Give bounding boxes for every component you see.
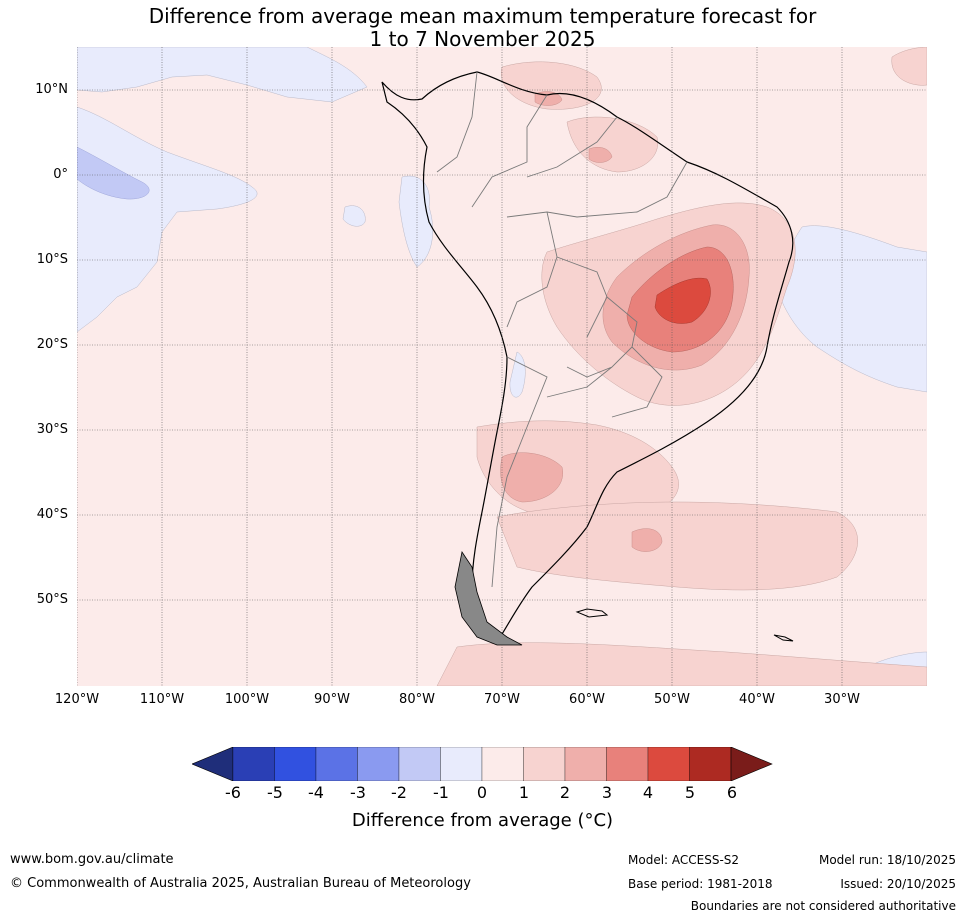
colorbar-tick-m6: -6 xyxy=(225,783,241,802)
warm-region-caribbean xyxy=(500,61,602,110)
colorbar-segment xyxy=(232,747,275,781)
colorbar-tick-m1: -1 xyxy=(433,783,449,802)
footer-copyright: © Commonwealth of Australia 2025, Austra… xyxy=(10,876,471,891)
lon-label-60w: 60°W xyxy=(569,692,605,707)
colorbar-tick-4: 4 xyxy=(642,783,654,802)
cool-region-east-pacific xyxy=(77,106,258,333)
lon-label-90w: 90°W xyxy=(314,692,350,707)
colorbar-segment xyxy=(523,747,566,781)
colorbar-segment xyxy=(606,747,649,781)
colorbar-segment xyxy=(398,747,441,781)
colorbar-label: Difference from average (°C) xyxy=(351,810,614,831)
cool-region-chile xyxy=(509,351,526,398)
lat-label-0: 0° xyxy=(53,167,68,182)
colorbar-tick-0: 0 xyxy=(476,783,488,802)
lon-label-70w: 70°W xyxy=(484,692,520,707)
lat-label-30s: 30°S xyxy=(36,422,68,437)
lon-label-30w: 30°W xyxy=(824,692,860,707)
lat-label-10s: 10°S xyxy=(36,252,68,267)
lat-label-50s: 50°S xyxy=(36,592,68,607)
lon-label-110w: 110°W xyxy=(139,692,185,707)
colorbar-tick-3: 3 xyxy=(601,783,613,802)
lon-label-80w: 80°W xyxy=(399,692,435,707)
warm-region-far-south xyxy=(436,642,927,686)
colorbar-tick-6: 6 xyxy=(726,783,738,802)
lat-label-10n: 10°N xyxy=(35,82,68,97)
footer-disclaimer: Boundaries are not considered authoritat… xyxy=(690,899,956,913)
tierra-del-fuego xyxy=(454,550,523,646)
cool-region-core xyxy=(77,146,150,200)
footer-base-period: Base period: 1981-2018 xyxy=(628,877,773,891)
cool-region-galapagos xyxy=(342,205,366,227)
lon-label-120w: 120°W xyxy=(54,692,100,707)
colorbar-segment xyxy=(315,747,358,781)
south-america-coastline xyxy=(381,71,794,643)
colorbar-tick-m5: -5 xyxy=(267,783,283,802)
colorbar-tick-m2: -2 xyxy=(391,783,407,802)
lat-label-40s: 40°S xyxy=(36,507,68,522)
colorbar-tick-5: 5 xyxy=(684,783,696,802)
lon-label-40w: 40°W xyxy=(739,692,775,707)
warm-region-northeast xyxy=(891,47,927,86)
colorbar-tick-1: 1 xyxy=(518,783,530,802)
warm-region-guiana-core xyxy=(588,147,613,163)
footer-model: Model: ACCESS-S2 xyxy=(628,853,740,867)
map-gridlines xyxy=(77,47,927,686)
falkland-islands xyxy=(575,608,609,618)
map-title-line1: Difference from average mean maximum tem… xyxy=(148,4,817,28)
colorbar-extend-high xyxy=(730,747,773,781)
colorbar-segment xyxy=(357,747,400,781)
colorbar-segment xyxy=(274,747,317,781)
colorbar-segment xyxy=(481,747,524,781)
colorbar xyxy=(192,747,773,781)
warm-region-brazil-4to5 xyxy=(654,277,711,324)
colorbar-segment xyxy=(647,747,690,781)
cool-region-north-pacific xyxy=(77,47,368,103)
colorbar-tick-m3: -3 xyxy=(350,783,366,802)
map-title-line2: 1 to 7 November 2025 xyxy=(369,27,596,51)
footer-model-run: Model run: 18/10/2025 xyxy=(818,853,956,867)
colorbar-segment xyxy=(564,747,607,781)
colorbar-segment xyxy=(689,747,732,781)
south-georgia xyxy=(773,634,794,642)
warm-region-south-atlantic-2to3 xyxy=(631,528,663,552)
colorbar-segment xyxy=(440,747,483,781)
colorbar-extend-low xyxy=(192,747,234,781)
warm-region-caribbean-core xyxy=(534,91,563,106)
colorbar-tick-2: 2 xyxy=(559,783,571,802)
temperature-anomaly-map xyxy=(77,47,927,686)
lat-label-20s: 20°S xyxy=(36,337,68,352)
colorbar-tick-m4: -4 xyxy=(308,783,324,802)
lon-label-50w: 50°W xyxy=(654,692,690,707)
footer-website: www.bom.gov.au/climate xyxy=(10,852,174,867)
lon-label-100w: 100°W xyxy=(224,692,270,707)
footer-issued: Issued: 20/10/2025 xyxy=(840,877,956,891)
